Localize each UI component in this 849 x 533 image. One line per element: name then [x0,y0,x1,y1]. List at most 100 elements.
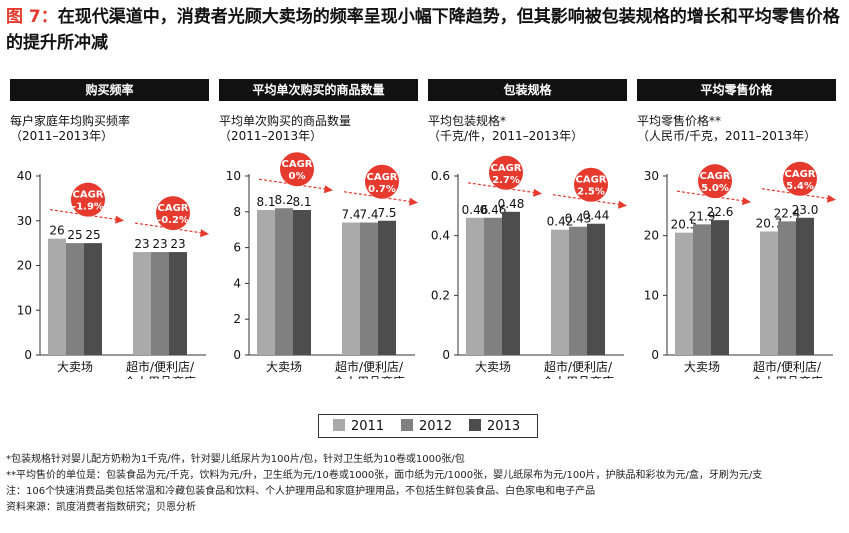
subtitle-line-2: （2011–2013年） [10,129,114,143]
bar-value-label: 0.42 [547,215,574,229]
cagr-arrow-head [742,197,751,206]
bar-2012 [484,217,502,355]
bar-value-label: 0.44 [583,209,610,223]
category-label: 大卖场 [684,360,720,374]
bar-value-label: 8.1 [256,195,275,209]
cagr-label: CAGR [282,159,313,170]
y-tick-label: 0.6 [431,169,450,183]
bar-2013 [502,211,520,355]
cagr-arrow-line [467,182,537,194]
y-tick-label: 0.4 [431,229,450,243]
bar-value-label: 7.4 [341,208,360,222]
cagr-arrow-line [258,178,328,190]
cagr-label: CAGR [576,175,607,186]
cagr-value: 5.0% [701,183,729,194]
bar-value-label: 0.46 [480,203,507,217]
cagr-arrow-head [409,197,418,206]
legend-label: 2013 [487,419,521,434]
y-tick-label: 20 [17,259,32,273]
category-label: 大卖场 [475,360,511,374]
subtitle-line-1: 每户家庭年均购买频率 [10,114,131,128]
bar-2013 [169,252,187,355]
panel-header: 平均零售价格 [637,79,836,101]
cagr-label: CAGR [158,203,189,214]
cagr-arrow-line [552,194,622,206]
subtitle-line-1: 平均单次购买的商品数量 [219,114,352,128]
chart-pack-size: 00.20.40.60.460.460.48CAGR2.7%大卖场0.420.4… [431,155,627,379]
bar-value-label: 23 [152,237,167,251]
y-tick-label: 8 [233,205,241,219]
y-tick-label: 0 [24,348,32,362]
legend-item-2013: 2013 [469,419,520,434]
bar-2013 [587,223,605,355]
cagr-value: -0.2% [157,215,189,226]
cagr-arrow-head [324,185,333,194]
subtitle-line-1: 平均包装规格* [428,114,507,128]
bar-2012 [275,208,293,355]
bar-2012 [151,252,169,355]
bar-value-label: 8.2 [274,193,293,207]
panel-subtitle: 平均包装规格* （千克/件，2011–2013年） [428,114,583,144]
cagr-value: 5.4% [786,181,814,192]
legend: 2011 2012 2013 [318,414,538,438]
bar-2011 [342,222,360,355]
cagr-badge [489,155,523,190]
cagr-arrow-head [115,215,124,224]
cagr-arrow-head [827,194,836,203]
legend-swatch [469,419,481,431]
cagr-badge [280,152,314,187]
bar-value-label: 21.9 [689,209,716,223]
subtitle-line-2: （人民币/千克，2011–2013年） [637,129,817,143]
legend-item-2011: 2011 [333,419,384,434]
y-tick-label: 40 [17,169,32,183]
legend-item-2012: 2012 [401,419,452,434]
bar-2012 [66,243,84,355]
cagr-badge [156,196,190,231]
title-text: 在现代渠道中，消费者光顾大卖场的频率呈现小幅下降趋势，但其影响被包装规格的增长和… [6,7,840,53]
panel-header: 购买频率 [10,79,209,101]
footnote-price-units: **平均售价的单位是：包装食品为元/千克，饮料为元/升，卫生纸为元/10卷或10… [6,470,763,481]
category-label: 超市/便利店/ [753,359,822,374]
y-tick-label: 2 [233,312,241,326]
category-label: 个人用品商店 [124,374,196,379]
y-tick-label: 10 [17,303,32,317]
bar-2013 [293,210,311,355]
y-tick-label: 0 [233,348,241,362]
cagr-arrow-head [200,229,209,238]
bar-2013 [796,217,814,355]
subtitle-line-1: 平均零售价格** [637,114,722,128]
bar-value-label: 20.7 [756,216,783,230]
cagr-label: CAGR [73,190,104,201]
panel-avg-price: 平均零售价格 平均零售价格** （人民币/千克，2011–2013年） 0 10 2… [637,79,836,379]
bar-value-label: 22.6 [707,205,734,219]
bar-2012 [693,224,711,355]
bar-value-label: 7.5 [377,206,396,220]
bar-2013 [711,220,729,355]
bar-value-label: 0.46 [462,203,489,217]
cagr-value: 0% [289,171,306,182]
panel-subtitle: 平均单次购买的商品数量 （2011–2013年） [219,114,351,144]
bar-2011 [551,229,569,355]
bar-value-label: 23 [170,237,185,251]
panel-subtitle: 每户家庭年均购买频率 （2011–2013年） [10,114,130,144]
cagr-badge [71,182,105,217]
y-tick-label: 10 [226,169,241,183]
cagr-arrow-line [676,190,746,202]
y-tick-label: 10 [644,288,659,302]
page-title: 图 7：在现代渠道中，消费者光顾大卖场的频率呈现小幅下降趋势，但其影响被包装规格… [6,4,846,56]
panel-header: 包装规格 [428,79,627,101]
legend-label: 2011 [351,419,385,434]
bar-value-label: 20.5 [671,218,698,232]
chart-items-per-trip: 02468108.18.28.1CAGR0%大卖场7.47.47.5CAGR0.… [226,152,418,379]
cagr-arrow-head [618,200,627,209]
category-label: 个人用品商店 [542,374,614,379]
cagr-arrow-line [49,209,119,221]
cagr-label: CAGR [700,171,731,182]
cagr-arrow-line [134,222,204,234]
bar-value-label: 23 [134,237,149,251]
subtitle-line-2: （2011–2013年） [219,129,323,143]
bar-2011 [760,231,778,355]
subtitle-line-2: （千克/件，2011–2013年） [428,129,584,143]
y-tick-label: 0 [651,348,659,362]
